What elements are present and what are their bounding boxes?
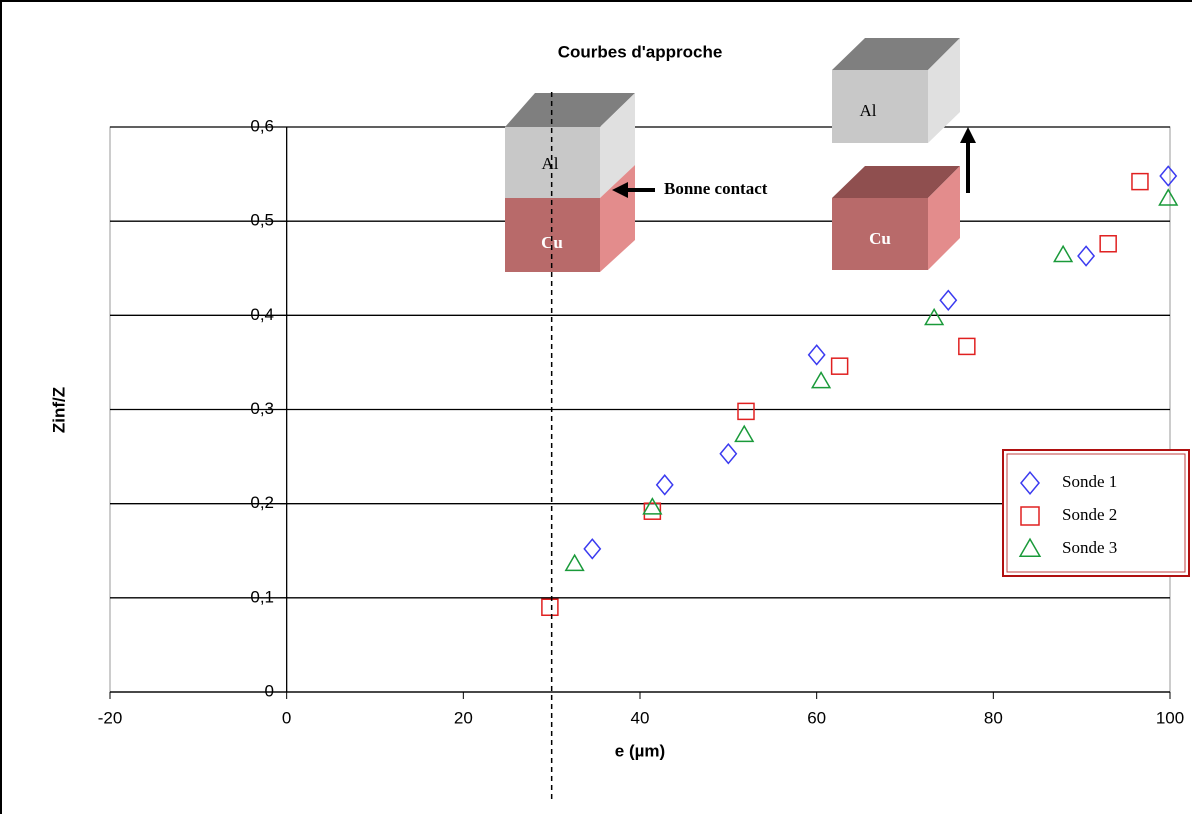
arrow-head xyxy=(612,182,628,198)
block-side xyxy=(600,93,635,198)
point xyxy=(642,497,663,515)
block-side xyxy=(928,166,960,270)
block-front xyxy=(832,198,928,270)
annotation: Al xyxy=(542,154,559,173)
point xyxy=(719,442,738,465)
point xyxy=(1053,244,1074,263)
block-top xyxy=(832,38,960,70)
y-tick-label: 0,5 xyxy=(250,211,274,230)
point xyxy=(807,344,826,366)
x-tick-label: 40 xyxy=(631,708,650,727)
point xyxy=(583,538,602,560)
chart-title: Courbes d'approche xyxy=(558,42,723,61)
x-axis-label: e (µm) xyxy=(615,741,665,760)
x-tick-label: 80 xyxy=(984,708,1003,727)
point xyxy=(541,598,559,616)
point xyxy=(1099,235,1117,253)
arrow-head xyxy=(960,127,976,143)
x-tick-label: 100 xyxy=(1156,708,1184,727)
legend-label: Sonde 3 xyxy=(1062,538,1117,557)
y-tick-label: 0,2 xyxy=(250,493,274,512)
y-axis-label: Zinf/Z xyxy=(49,387,68,433)
block-front xyxy=(505,198,600,272)
annotation: Cu xyxy=(541,233,563,252)
legend-box xyxy=(1002,449,1190,577)
block-front xyxy=(505,127,600,198)
point xyxy=(734,424,755,443)
legend-marker xyxy=(1020,506,1040,526)
point xyxy=(737,402,755,421)
legend-box-inner xyxy=(1006,453,1186,573)
legend-label: Sonde 1 xyxy=(1062,472,1117,491)
legend: Sonde 1 Sonde 2 Sonde 3 xyxy=(1002,449,1190,577)
annotation: Cu xyxy=(869,229,891,248)
point xyxy=(1158,188,1179,206)
y-tick-label: 0 xyxy=(265,681,274,700)
point xyxy=(958,337,976,356)
y-tick-label: 0,6 xyxy=(250,116,274,135)
block-front xyxy=(832,70,928,143)
x-tick-label: -20 xyxy=(98,708,123,727)
point xyxy=(810,370,832,389)
y-tick-label: 0,4 xyxy=(250,305,274,324)
block-side xyxy=(928,38,960,143)
block-top xyxy=(505,93,635,127)
x-tick-label: 60 xyxy=(807,708,826,727)
point xyxy=(1159,165,1178,187)
annotation: Bonne contact xyxy=(664,179,768,198)
legend-marker xyxy=(1020,471,1040,495)
x-tick-label: 20 xyxy=(454,708,473,727)
point xyxy=(1077,245,1096,267)
point xyxy=(1131,172,1149,191)
x-tick-label: 0 xyxy=(282,708,291,727)
point xyxy=(643,502,662,520)
legend-marker xyxy=(1018,537,1042,557)
annotation: Al xyxy=(860,101,877,120)
point xyxy=(655,474,674,496)
point xyxy=(830,357,849,375)
point xyxy=(939,289,958,312)
block-top xyxy=(832,166,960,198)
blocks-contact: Al Cu Bonne contact xyxy=(505,93,768,272)
y-tick-label: 0,3 xyxy=(250,399,274,418)
plot-area: 0 0,1 0,2 0,3 0,4 0,5 0,6 -20 0 20 40 60 80 100 e (µm)… xyxy=(49,116,1184,760)
point xyxy=(564,553,585,572)
point xyxy=(924,307,945,326)
y-tick-label: 0,1 xyxy=(250,587,274,606)
blocks-separated: Al Cu xyxy=(832,38,976,270)
legend-label: Sonde 2 xyxy=(1062,505,1117,524)
